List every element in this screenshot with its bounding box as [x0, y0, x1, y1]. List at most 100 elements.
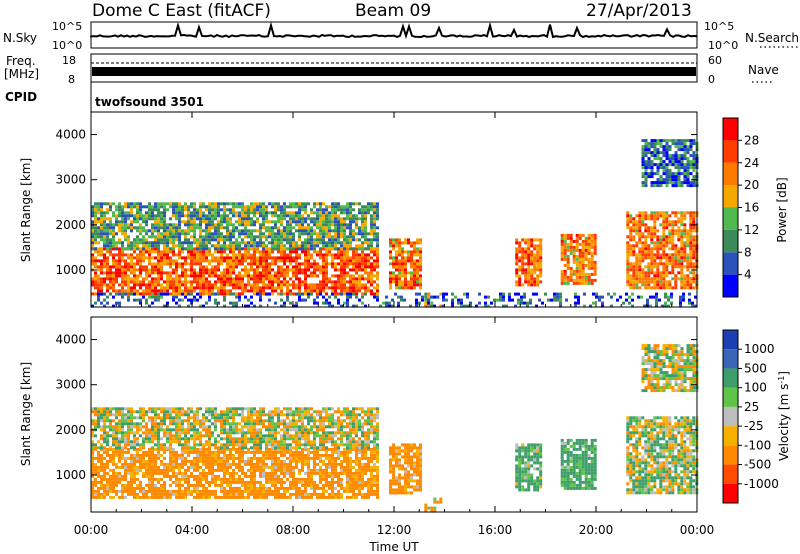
data-cell [419, 250, 422, 254]
data-cell [262, 486, 265, 490]
data-cell [638, 241, 642, 245]
data-cell [118, 229, 121, 233]
data-cell [199, 241, 202, 245]
data-cell [680, 145, 684, 149]
data-cell [283, 280, 286, 284]
data-cell [223, 468, 226, 472]
data-cell [692, 154, 696, 158]
data-cell [202, 489, 205, 493]
data-cell [674, 286, 678, 290]
data-cell [214, 301, 217, 305]
data-cell [112, 226, 115, 230]
data-cell [223, 477, 226, 481]
data-cell [268, 265, 271, 269]
data-cell [289, 459, 292, 463]
data-cell [112, 223, 115, 227]
data-cell [413, 262, 416, 266]
data-cell [310, 211, 313, 215]
data-cell [587, 281, 591, 285]
data-cell [205, 229, 208, 233]
data-cell [160, 256, 163, 260]
data-cell [166, 286, 169, 290]
data-cell [172, 453, 175, 457]
data-cell [208, 214, 211, 218]
data-cell [650, 169, 654, 173]
data-cell [193, 223, 196, 227]
data-cell [145, 468, 148, 472]
data-cell [262, 462, 265, 466]
data-cell [370, 205, 373, 209]
data-cell [199, 483, 202, 487]
data-cell [641, 175, 645, 179]
data-cell [256, 456, 259, 460]
data-cell [515, 268, 519, 272]
data-cell [226, 262, 229, 266]
data-cell [184, 489, 187, 493]
data-cell [656, 250, 660, 254]
data-cell [659, 157, 663, 161]
data-cell [157, 256, 160, 260]
data-cell [157, 495, 160, 499]
data-cell [211, 211, 214, 215]
data-cell [232, 226, 235, 230]
data-cell [301, 271, 304, 275]
data-cell [241, 495, 244, 499]
data-cell [416, 259, 419, 263]
data-cell [136, 450, 139, 454]
data-cell [662, 247, 666, 251]
data-cell [175, 214, 178, 218]
data-cell [629, 244, 633, 248]
data-cell [310, 289, 313, 293]
data-cell [139, 265, 142, 269]
data-cell [680, 271, 684, 275]
data-cell [689, 247, 693, 251]
data-cell [211, 450, 214, 454]
data-cell [325, 292, 328, 296]
data-cell [271, 468, 274, 472]
data-cell [653, 232, 657, 236]
data-cell [322, 229, 325, 233]
data-cell [103, 265, 106, 269]
data-cell [361, 292, 364, 296]
data-cell [346, 235, 349, 239]
data-cell [124, 274, 127, 278]
data-cell [370, 262, 373, 266]
data-cell [662, 244, 666, 248]
data-cell [662, 256, 666, 260]
data-cell [217, 223, 220, 227]
data-cell [139, 468, 142, 472]
data-cell [334, 214, 337, 218]
data-cell [217, 286, 220, 290]
data-cell [208, 229, 211, 233]
data-cell [575, 239, 579, 243]
data-cell [346, 289, 349, 293]
data-cell [127, 486, 130, 490]
data-cell [277, 268, 280, 272]
data-cell [247, 483, 250, 487]
data-cell [653, 256, 657, 260]
data-cell [286, 450, 289, 454]
data-cell [629, 229, 633, 233]
data-cell [229, 271, 232, 275]
data-cell [205, 214, 208, 218]
data-cell [283, 262, 286, 266]
data-cell [334, 265, 337, 269]
data-cell [253, 250, 256, 254]
data-cell [115, 447, 118, 451]
data-cell [376, 256, 379, 260]
data-cell [404, 268, 407, 272]
data-cell [211, 453, 214, 457]
data-cell [581, 248, 585, 252]
data-cell [583, 304, 586, 308]
data-cell [295, 262, 298, 266]
data-cell [169, 453, 172, 457]
data-cell [241, 262, 244, 266]
data-cell [115, 480, 118, 484]
data-cell [364, 223, 367, 227]
data-cell [121, 486, 124, 490]
data-cell [253, 223, 256, 227]
data-cell [389, 271, 392, 275]
data-cell [175, 202, 178, 206]
data-cell [304, 229, 307, 233]
velocity-scatter [91, 344, 699, 513]
